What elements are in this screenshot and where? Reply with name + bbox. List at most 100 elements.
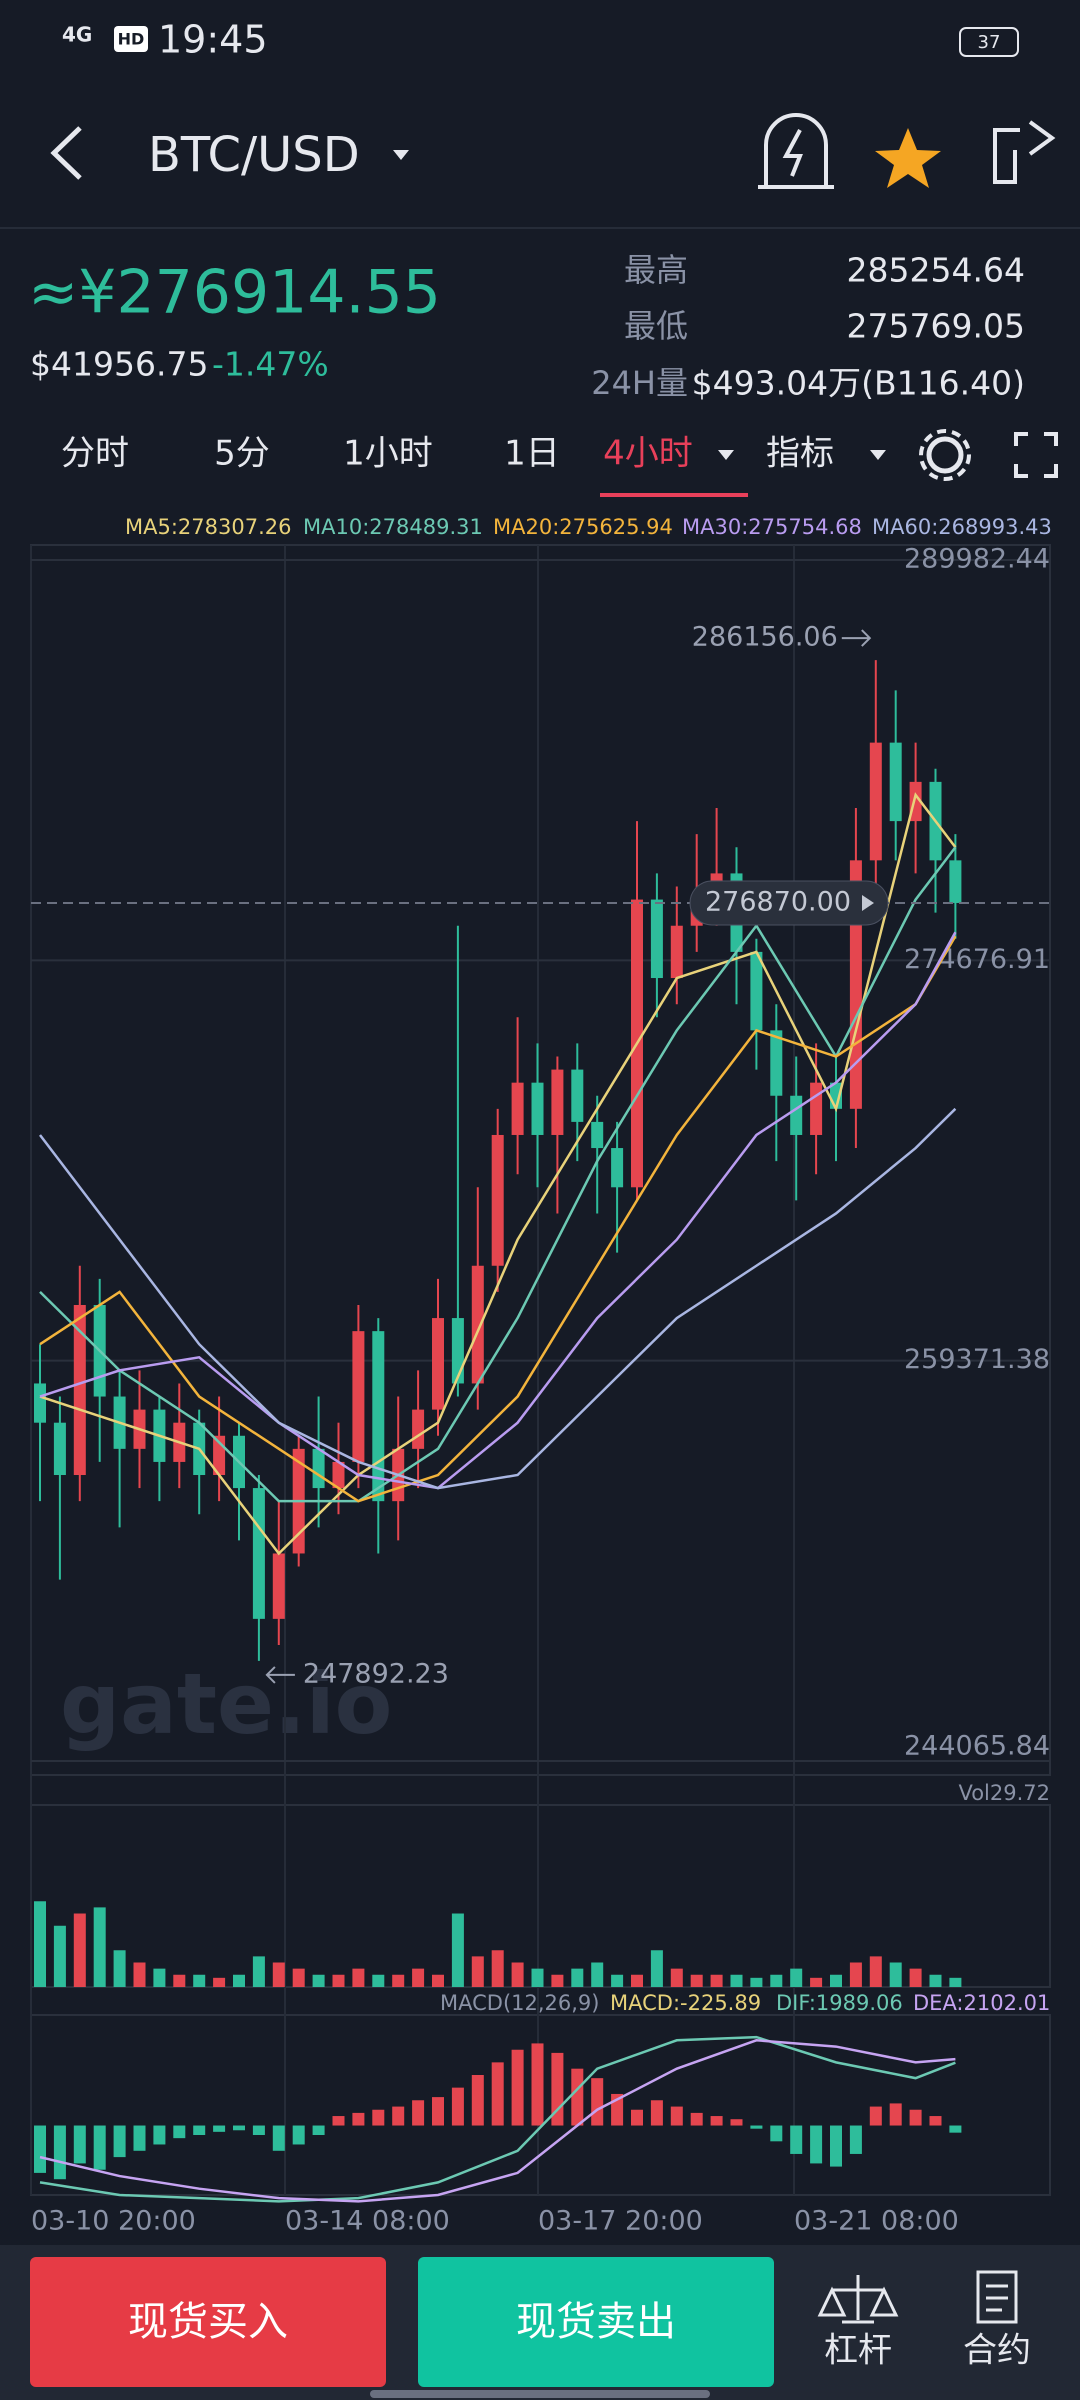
- volume-bar: [53, 1925, 66, 1987]
- favorite-button[interactable]: [875, 128, 941, 188]
- macd-bar: [830, 2125, 842, 2167]
- macd-bar: [332, 2116, 345, 2126]
- price-cny: ≈¥276914.55: [28, 258, 441, 328]
- volume-bar: [571, 1968, 584, 1987]
- volume-24h: $493.04万(B116.40): [692, 364, 1025, 403]
- volume-bar: [770, 1974, 783, 1987]
- macd-bar: [909, 2109, 922, 2126]
- margin-icon[interactable]: [817, 2275, 899, 2324]
- volume-bar: [830, 1974, 842, 1987]
- macd-bar: [790, 2125, 803, 2154]
- watermark: gate.io: [60, 1655, 392, 1753]
- macd-bar: [213, 2125, 226, 2132]
- volume-bar: [73, 1913, 86, 1987]
- candle-body: [770, 1030, 783, 1096]
- tab[interactable]: 分时: [61, 434, 129, 474]
- tab[interactable]: 1日: [504, 434, 560, 474]
- volume-bar: [670, 1968, 683, 1987]
- fullscreen-button[interactable]: [1014, 432, 1058, 478]
- tab[interactable]: 1小时: [343, 434, 433, 474]
- max-arrow: [841, 629, 872, 647]
- ma-legend: MA10:278489.31: [303, 515, 483, 539]
- volume-bar: [332, 1974, 345, 1987]
- volume-bar: [730, 1974, 743, 1987]
- candle-body: [670, 925, 683, 979]
- settings-gear: [919, 429, 971, 481]
- dropdown-arrow[interactable]: [393, 150, 409, 160]
- volume-bar: [949, 1977, 962, 1987]
- candle-body: [432, 1318, 444, 1410]
- macd-bar: [252, 2125, 265, 2135]
- volume-bar: [312, 1974, 325, 1987]
- macd-bar: [292, 2125, 305, 2145]
- tab[interactable]: 5分: [214, 434, 270, 474]
- high: 285254.64: [847, 251, 1025, 290]
- volume-bar: [34, 1901, 46, 1987]
- volume-bar: [790, 1968, 803, 1987]
- last-price-arrow: [862, 894, 874, 911]
- volume-bar: [909, 1968, 922, 1987]
- volume-bar: [272, 1962, 285, 1987]
- volume-bar: [710, 1974, 723, 1987]
- ma-line: [39, 931, 957, 1490]
- buy-button[interactable]: [30, 2257, 386, 2387]
- candle-body: [471, 1265, 484, 1384]
- volume-bar: [451, 1913, 464, 1987]
- candle-body: [571, 1069, 584, 1122]
- price-usd: $41956.75: [30, 345, 208, 384]
- settings-button[interactable]: [926, 436, 964, 474]
- volume-bar: [392, 1974, 405, 1987]
- macd-bar: [929, 2116, 942, 2126]
- tab[interactable]: 4小时: [603, 434, 693, 474]
- alert-button[interactable]: [758, 113, 834, 189]
- share-button[interactable]: [993, 120, 1056, 184]
- y-tick-label: 274676.91: [904, 944, 1050, 975]
- candle-body: [591, 1121, 604, 1149]
- x-tick-label: 03-14 08:00: [285, 2206, 450, 2237]
- candle-body: [53, 1422, 66, 1476]
- volume-bar: [551, 1974, 564, 1987]
- macd-bar: [173, 2125, 186, 2139]
- last-price-box: [689, 880, 889, 926]
- futures-icon[interactable]: [976, 2270, 1018, 2324]
- volume-bar: [531, 1968, 544, 1987]
- candle-body: [332, 1461, 345, 1489]
- pair-title[interactable]: BTC/USD: [148, 127, 360, 183]
- sell-button[interactable]: [418, 2257, 774, 2387]
- macd-bar: [690, 2112, 703, 2126]
- volume-bar: [631, 1974, 643, 1987]
- battery-level: 37: [978, 32, 1001, 53]
- candle-body: [531, 1082, 544, 1135]
- low-label: 最低: [624, 307, 688, 345]
- candle-body: [810, 1082, 823, 1135]
- candle-body: [650, 899, 663, 979]
- macd-bar: [710, 2116, 723, 2126]
- volume-bar: [591, 1962, 604, 1987]
- volume-bar: [372, 1974, 385, 1987]
- macd-bar: [193, 2125, 206, 2135]
- x-tick-label: 03-21 08:00: [794, 2206, 959, 2237]
- macd-bar: [352, 2112, 365, 2126]
- futures-label[interactable]: 合约: [963, 2331, 1031, 2371]
- macd-bar: [810, 2125, 823, 2164]
- candle-body: [73, 1304, 86, 1476]
- candle-body: [491, 1134, 504, 1266]
- ma-legend: MA5:278307.26: [125, 515, 291, 539]
- tab[interactable]: 指标: [766, 434, 834, 474]
- candle-body: [312, 1448, 325, 1489]
- macd-bar: [730, 2119, 743, 2126]
- macd-bar: [631, 2109, 643, 2126]
- macd-legend: DEA:2102.01: [913, 1991, 1050, 2015]
- macd-bar: [113, 2125, 126, 2158]
- macd-bar: [392, 2106, 405, 2126]
- y-tick-label: 244065.84: [904, 1731, 1050, 1762]
- back-button[interactable]: [50, 126, 82, 180]
- margin-label[interactable]: 杠杆: [824, 2331, 892, 2371]
- x-tick-label: 03-10 20:00: [31, 2206, 196, 2237]
- volume-bar: [491, 1950, 504, 1987]
- min-label: 247892.23: [303, 1658, 449, 1689]
- ma-line: [39, 792, 957, 1556]
- sell-label: 现货卖出: [516, 2299, 676, 2345]
- macd-bar: [491, 2062, 504, 2126]
